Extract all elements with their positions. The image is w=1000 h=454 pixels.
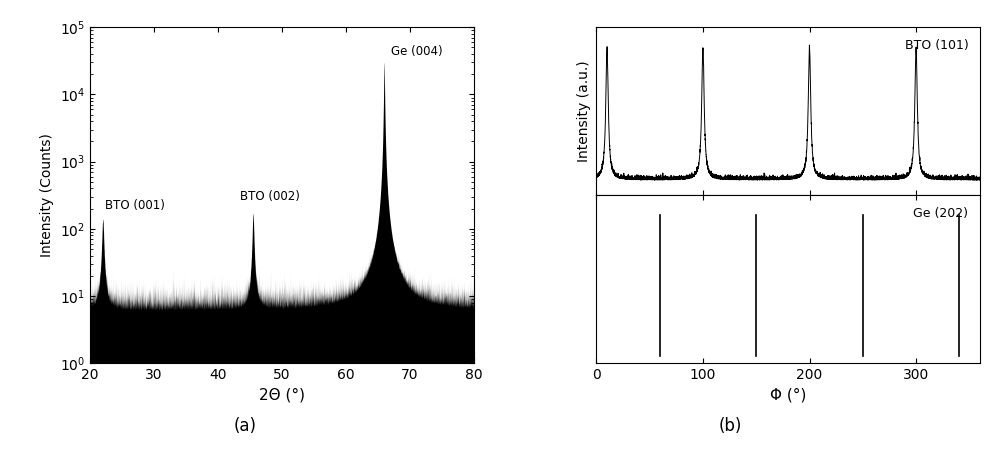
Y-axis label: Intensity (a.u.): Intensity (a.u.): [577, 60, 591, 162]
Y-axis label: Intensity (Counts): Intensity (Counts): [40, 133, 54, 257]
Text: Ge (004): Ge (004): [391, 45, 442, 58]
Text: BTO (002): BTO (002): [240, 190, 300, 203]
X-axis label: Φ (°): Φ (°): [770, 388, 806, 403]
Text: BTO (001): BTO (001): [105, 199, 165, 212]
Text: (a): (a): [234, 417, 256, 435]
Text: (b): (b): [718, 417, 742, 435]
Text: Ge (202): Ge (202): [913, 207, 968, 220]
X-axis label: 2Θ (°): 2Θ (°): [259, 388, 305, 403]
Text: BTO (101): BTO (101): [905, 39, 968, 52]
